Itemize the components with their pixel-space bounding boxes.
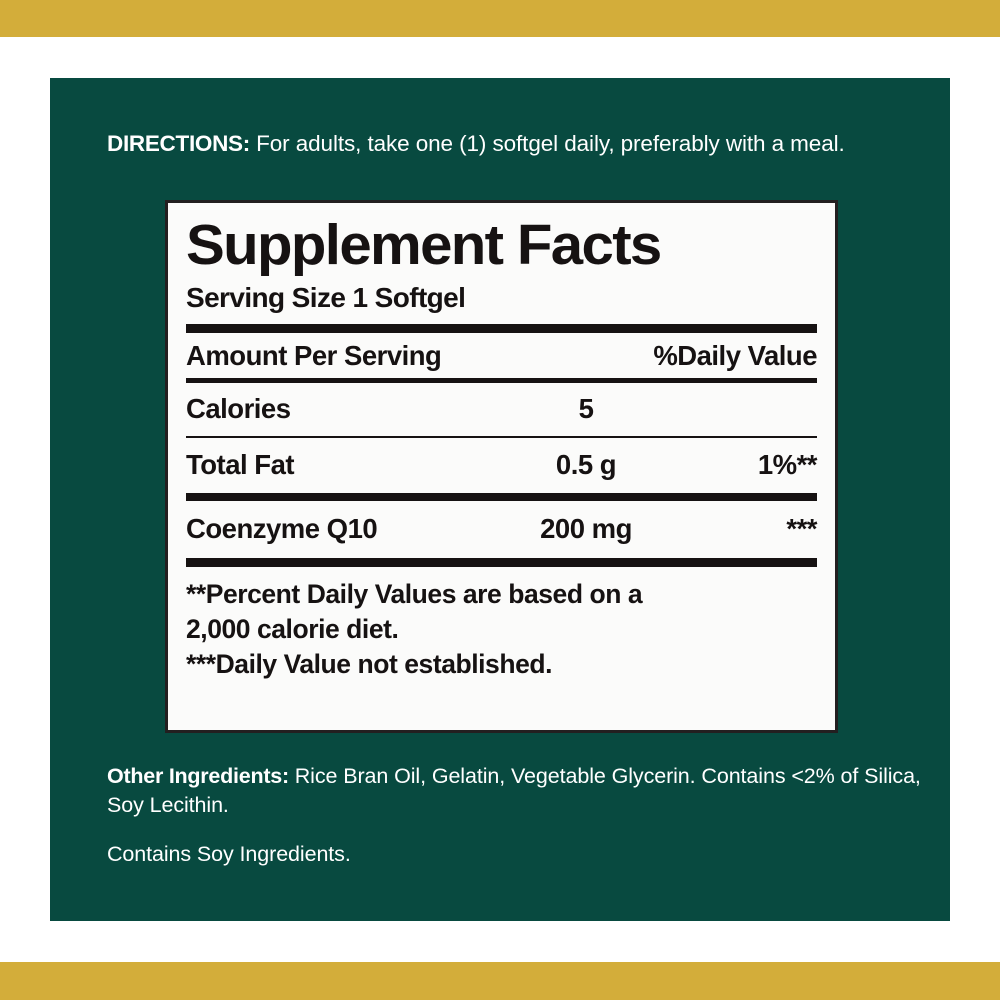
amount-per-serving-label: Amount Per Serving: [186, 340, 442, 372]
rule-under-calories: [186, 436, 817, 439]
footnote-percent-daily-values-line1: **Percent Daily Values are based on a: [186, 579, 643, 610]
row-amount-coenzyme-q10: 200 mg: [540, 513, 632, 545]
footnote-percent-daily-values-line2: 2,000 calorie diet.: [186, 614, 399, 645]
table-row-coenzyme-q10: Coenzyme Q10 200 mg ***: [186, 501, 818, 558]
green-label-panel: DIRECTIONS: For adults, take one (1) sof…: [50, 78, 950, 921]
facts-column-header-row: Amount Per Serving %Daily Value: [186, 333, 818, 378]
other-ingredients-block: Other Ingredients: Rice Bran Oil, Gelati…: [107, 762, 925, 868]
supplement-facts-title: Supplement Facts: [186, 213, 662, 277]
other-ingredients-label: Other Ingredients:: [107, 764, 289, 788]
table-row-total-fat: Total Fat 0.5 g 1%**: [186, 438, 818, 493]
rule-under-nutrients: [186, 558, 817, 568]
bottom-gold-band: [0, 962, 1000, 1000]
rule-under-serving-size: [186, 324, 817, 334]
allergen-statement: Contains Soy Ingredients.: [107, 841, 351, 866]
row-dv-total-fat: 1%**: [757, 449, 818, 481]
row-name-total-fat: Total Fat: [186, 449, 295, 481]
directions-line: DIRECTIONS: For adults, take one (1) sof…: [107, 130, 907, 158]
row-amount-calories: 5: [578, 393, 594, 425]
supplement-facts-panel: Supplement Facts Serving Size 1 Softgel …: [165, 200, 838, 733]
directions-text: For adults, take one (1) softgel daily, …: [249, 131, 845, 156]
row-name-calories: Calories: [186, 393, 291, 425]
top-gold-band: [0, 0, 1000, 37]
facts-footnotes: **Percent Daily Values are based on a 2,…: [186, 577, 817, 682]
directions-label: DIRECTIONS:: [107, 131, 250, 156]
serving-size-text: Serving Size 1 Softgel: [186, 282, 466, 313]
rule-under-total-fat: [186, 493, 817, 502]
daily-value-label: %Daily Value: [653, 340, 817, 372]
row-name-coenzyme-q10: Coenzyme Q10: [186, 513, 378, 545]
other-ingredients-text: Rice Bran Oil, Gelatin, Vegetable Glycer…: [107, 764, 921, 817]
other-ingredients-line: Other Ingredients: Rice Bran Oil, Gelati…: [107, 762, 925, 820]
footnote-daily-value-not-established: ***Daily Value not established.: [186, 649, 553, 680]
rule-under-column-headers: [186, 378, 817, 384]
table-row-calories: Calories 5: [186, 383, 817, 436]
row-dv-coenzyme-q10: ***: [786, 513, 817, 545]
row-amount-total-fat: 0.5 g: [555, 449, 617, 481]
